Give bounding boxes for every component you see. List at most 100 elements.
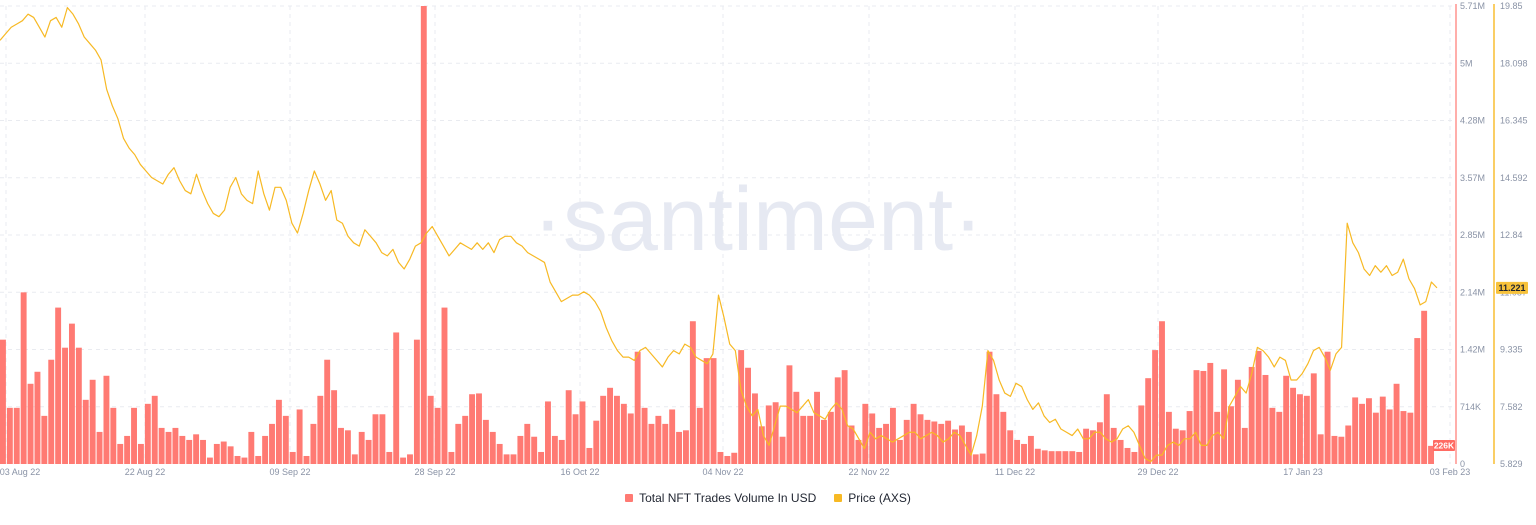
volume-bar [186, 439, 193, 464]
volume-bar [110, 407, 117, 464]
volume-bar [641, 407, 648, 464]
volume-bar [386, 451, 393, 464]
volume-bar [317, 395, 324, 464]
volume-bar [262, 435, 269, 464]
x-axis-tick-label: 03 Feb 23 [1430, 467, 1471, 477]
volume-bar [103, 375, 110, 464]
legend-swatch-volume [625, 494, 634, 502]
volume-bar [358, 431, 365, 464]
volume-bar [117, 443, 124, 464]
volume-bar [1159, 321, 1165, 464]
volume-bar [365, 439, 372, 464]
volume-bar [669, 409, 676, 464]
volume-last-value-badge [1433, 440, 1455, 451]
volume-bar [255, 455, 262, 464]
volume-bar [448, 451, 455, 464]
volume-bar [889, 407, 896, 464]
left-axis-tick-label: 1.42M [1460, 345, 1485, 355]
x-axis-tick-label: 28 Sep 22 [414, 467, 455, 477]
volume-bar [13, 407, 20, 464]
volume-bar [1165, 411, 1172, 464]
volume-bar [1007, 430, 1014, 464]
volume-bar [1414, 338, 1421, 464]
volume-bar [1290, 387, 1297, 464]
volume-bar [1179, 430, 1186, 464]
volume-bar [931, 421, 938, 464]
volume-bar [1186, 411, 1193, 464]
volume-bar [393, 332, 400, 464]
volume-bar [434, 407, 441, 464]
x-axis-tick-label: 29 Dec 22 [1137, 467, 1178, 477]
volume-bar [924, 419, 931, 464]
volume-bar [620, 403, 627, 464]
volume-bar [786, 365, 793, 464]
volume-bar [1076, 451, 1083, 464]
volume-bar [344, 430, 351, 464]
volume-bar [1000, 411, 1007, 464]
volume-bar [1331, 435, 1338, 464]
legend-label-price: Price (AXS) [848, 491, 911, 505]
legend-item-volume[interactable]: Total NFT Trades Volume In USD [625, 491, 816, 505]
volume-bar [586, 447, 593, 464]
volume-bar [124, 435, 131, 464]
volume-bar [131, 407, 137, 464]
volume-bar [34, 371, 41, 464]
price-line-layer [0, 7, 1438, 463]
volume-bar [993, 394, 1000, 464]
volume-bar [910, 403, 917, 464]
volume-bar [800, 415, 807, 464]
right-axis-tick-label: 5.829 [1500, 459, 1523, 469]
price-last-value-text: 11.221 [1498, 283, 1525, 293]
volume-bar [1027, 435, 1034, 464]
volume-bar [241, 457, 248, 464]
right-axis-tick-label: 14.592 [1500, 173, 1528, 183]
left-axis-tick-label: 5.71M [1460, 1, 1485, 11]
volume-bar [1255, 350, 1262, 464]
x-axis-tick-label: 16 Oct 22 [560, 467, 599, 477]
volume-bar [883, 423, 889, 464]
volume-bar [137, 443, 144, 464]
right-axis-tick-label: 9.335 [1500, 345, 1523, 355]
volume-bar [1090, 430, 1096, 464]
volume-bar [696, 407, 703, 464]
volume-bar [752, 393, 758, 464]
volume-bar [282, 415, 289, 464]
volume-bar [1200, 370, 1207, 464]
volume-bar [600, 395, 607, 464]
volume-bar [6, 407, 13, 464]
volume-bar [1055, 451, 1062, 464]
volume-bar [48, 359, 55, 464]
volume-bar [1034, 448, 1041, 464]
left-axis-tick-label: 2.14M [1460, 287, 1485, 297]
volume-bar [1110, 427, 1117, 464]
volume-bar [62, 347, 68, 464]
volume-bar [1400, 411, 1407, 464]
volume-bar [510, 454, 517, 464]
volume-bar [779, 436, 786, 464]
volume-bar [158, 427, 165, 464]
volume-bar [413, 339, 420, 464]
volume-bar [848, 425, 855, 464]
volume-bar [538, 451, 545, 464]
volume-bar [68, 323, 75, 464]
volume-bar [331, 390, 338, 464]
volume-bar [1234, 379, 1241, 464]
volume-bar [717, 451, 724, 464]
volume-bar [441, 307, 448, 464]
volume-bar [1310, 373, 1317, 464]
volume-bar [703, 358, 710, 464]
left-axis-tick-label: 714K [1460, 402, 1481, 412]
volume-bar [662, 423, 669, 464]
volume-bar [1386, 409, 1393, 464]
volume-bar [1359, 403, 1366, 464]
x-axis-tick-label: 11 Dec 22 [995, 467, 1035, 477]
volume-bar [296, 409, 303, 464]
legend-item-price[interactable]: Price (AXS) [834, 491, 911, 505]
volume-bar [27, 383, 34, 464]
volume-bar [572, 414, 579, 464]
volume-bars [0, 6, 1434, 464]
volume-bar [407, 454, 413, 464]
volume-bar [558, 439, 565, 464]
